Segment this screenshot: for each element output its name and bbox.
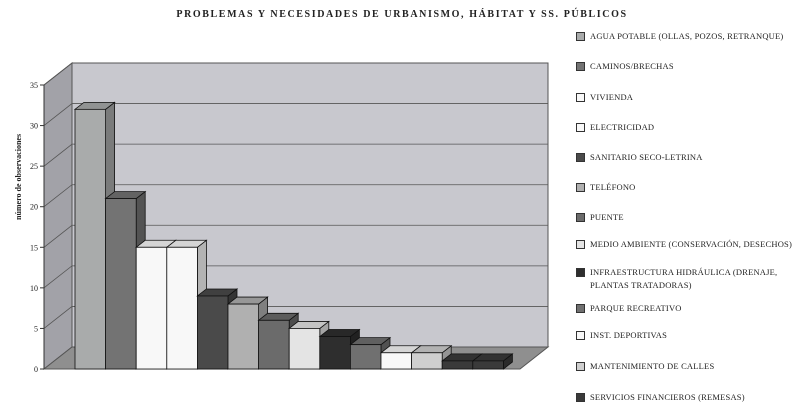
y-tick-label: 25 (30, 162, 38, 171)
y-tick-label: 30 (30, 122, 38, 131)
bar-front (135, 246, 168, 370)
chart-title: PROBLEMAS Y NECESIDADES DE URBANISMO, HÁ… (176, 9, 628, 20)
bar-front (288, 328, 321, 370)
legend-swatch (576, 240, 585, 249)
bar (471, 353, 514, 370)
gridline (43, 224, 548, 248)
side-wall (43, 61, 73, 371)
legend-label: MEDIO AMBIENTE (CONSERVACIÓN, DESECHOS) (590, 239, 792, 249)
legend-label: PUENTE (590, 212, 624, 222)
legend-swatch (576, 93, 585, 102)
bar-front (472, 360, 504, 370)
bar-front (349, 344, 382, 370)
legend-label: TELÉFONO (590, 182, 636, 192)
legend-swatch (576, 331, 585, 340)
bar-front (380, 352, 413, 370)
legend-label: CAMINOS/BRECHAS (590, 61, 674, 71)
legend-item: SANITARIO SECO-LETRINA (576, 151, 802, 164)
bar-front (227, 303, 260, 370)
bar-front (74, 108, 107, 370)
gridline (43, 265, 548, 289)
legend-swatch (576, 123, 585, 132)
gridline (43, 143, 548, 167)
gridlines (43, 62, 548, 329)
y-tick-label: 5 (34, 324, 38, 333)
legend-label: PARQUE RECREATIVO (590, 303, 682, 313)
bar-front (105, 198, 137, 370)
legend-item: SERVICIOS FINANCIEROS (REMESAS) (576, 391, 802, 404)
legend-item: ELECTRICIDAD (576, 121, 802, 134)
legend-swatch (576, 268, 585, 277)
legend-item: PARQUE RECREATIVO (576, 302, 802, 315)
legend-swatch (576, 183, 585, 192)
legend-item: MANTENIMIENTO DE CALLES (576, 360, 802, 373)
bar-front (196, 295, 229, 370)
y-tick-label: 35 (30, 81, 38, 90)
y-axis: 0 5 10 15 20 25 30 35 (30, 81, 45, 374)
legend-item: AGUA POTABLE (OLLAS, POZOS, RETRANQUE) (576, 30, 802, 43)
legend-label: AGUA POTABLE (OLLAS, POZOS, RETRANQUE) (590, 31, 784, 41)
legend-item: MEDIO AMBIENTE (CONSERVACIÓN, DESECHOS) (576, 238, 802, 251)
legend-swatch (576, 213, 585, 222)
legend-item: PUENTE (576, 211, 802, 224)
legend-item: INFRAESTRUCTURA HIDRÁULICA (DRENAJE, PLA… (576, 266, 802, 292)
bar-front (319, 336, 351, 370)
legend-item: TELÉFONO (576, 181, 802, 194)
legend-swatch (576, 304, 585, 313)
legend-item: CAMINOS/BRECHAS (576, 60, 802, 73)
bar-front (258, 319, 290, 370)
legend-swatch (576, 393, 585, 402)
gridline (43, 103, 548, 126)
legend-swatch (576, 62, 585, 71)
y-tick-label: 0 (34, 365, 38, 374)
bar (104, 190, 147, 370)
bar-front (411, 352, 443, 370)
legend-swatch (576, 32, 585, 41)
gridline (43, 184, 548, 208)
bars (73, 101, 514, 370)
y-tick-label: 10 (30, 284, 38, 293)
legend-label: ELECTRICIDAD (590, 122, 655, 132)
bar-front (166, 246, 198, 370)
legend-swatch (576, 153, 585, 162)
legend-label: INFRAESTRUCTURA HIDRÁULICA (DRENAJE, PLA… (590, 267, 778, 290)
bar-chart-plot: 0 5 10 15 20 25 30 35 (30, 61, 550, 374)
y-tick-label: 15 (30, 243, 38, 252)
bar-front (441, 360, 474, 370)
gridline (43, 62, 548, 86)
legend-item: VIVIENDA (576, 91, 802, 104)
legend-label: INST. DEPORTIVAS (590, 330, 667, 340)
legend-label: VIVIENDA (590, 92, 634, 102)
y-tick-label: 20 (30, 203, 38, 212)
gridline (43, 306, 548, 329)
legend-label: SERVICIOS FINANCIEROS (REMESAS) (590, 392, 745, 402)
legend-label: MANTENIMIENTO DE CALLES (590, 361, 715, 371)
legend-label: SANITARIO SECO-LETRINA (590, 152, 703, 162)
legend-swatch (576, 362, 585, 371)
legend-item: INST. DEPORTIVAS (576, 329, 802, 342)
